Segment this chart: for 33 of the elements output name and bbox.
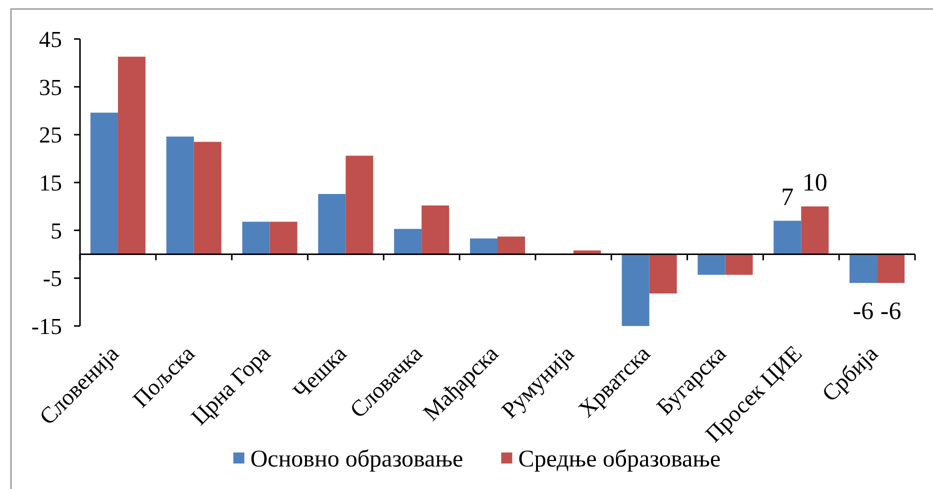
bar [242,222,270,254]
bar [118,56,146,254]
data-label: -6 [880,298,902,325]
data-label: 7 [781,184,794,211]
bar [774,220,802,254]
data-label: 10 [802,169,828,196]
bar [346,156,374,254]
y-tick-label: 5 [50,218,62,244]
bar [394,228,422,254]
bar [498,236,526,254]
y-tick-label: 35 [39,74,62,100]
legend-label: Основно образовање [250,446,464,472]
bar [422,205,450,254]
y-tick-label: -15 [31,314,62,340]
y-tick-label: 25 [39,122,62,148]
bar [877,254,905,283]
bar [649,254,677,294]
data-label: -6 [852,298,874,325]
bar [698,254,726,275]
bar [90,112,118,254]
bar [725,254,753,275]
legend-label: Средње образовање [518,446,721,472]
bar [801,206,829,254]
bar [470,238,498,254]
bar [194,142,222,254]
bar [318,194,346,254]
bar [850,254,878,283]
bar [270,222,298,254]
y-tick-label: 15 [39,170,62,196]
y-tick-label: -5 [42,266,62,292]
bar [622,254,650,326]
y-tick-label: 45 [39,27,62,52]
bar [166,136,194,254]
